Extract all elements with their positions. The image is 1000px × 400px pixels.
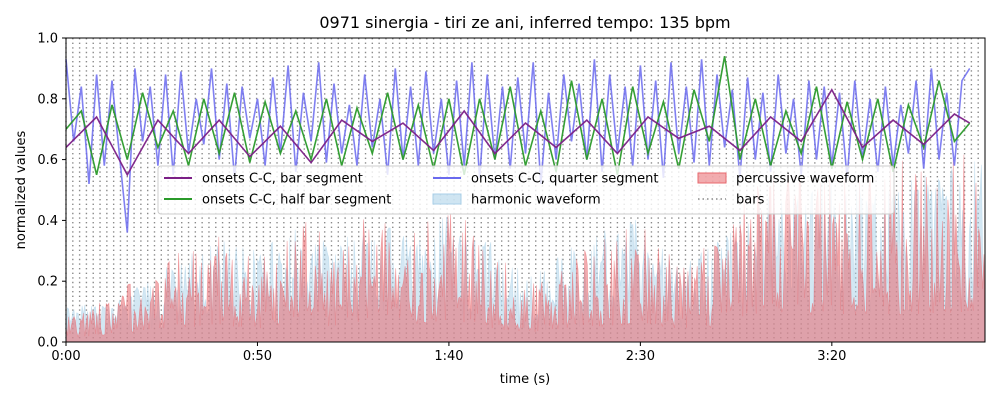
onsets-c-c-half-bar-segment-line (65, 56, 971, 175)
legend-item: onsets C-C, bar segment (164, 172, 363, 187)
y-tick-label: 1.0 (37, 32, 58, 47)
legend-item: harmonic waveform (432, 193, 601, 208)
legend-label: bars (736, 193, 765, 208)
legend-item: onsets C-C, quarter segment (433, 172, 658, 187)
onsets-c-c-quarter-segment-line (65, 59, 971, 233)
legend-item: onsets C-C, half bar segment (164, 193, 391, 208)
percussive-waveform-area (65, 154, 986, 343)
x-tick-label: 0:50 (243, 349, 272, 364)
x-tick-label: 0:00 (51, 349, 80, 364)
plot-area (65, 38, 986, 343)
legend-label: percussive waveform (736, 172, 874, 187)
legend-swatch (697, 172, 727, 184)
y-tick-label: 0.0 (37, 336, 58, 351)
x-axis-ticks: 0:00 0:50 1:40 2:30 3:20 (51, 342, 846, 364)
x-tick-label: 2:30 (626, 349, 655, 364)
onset-lines-layer (65, 56, 971, 233)
x-tick-label: 1:40 (434, 349, 463, 364)
y-axis-label: normalized values (14, 130, 29, 249)
legend-item: percussive waveform (697, 172, 874, 187)
legend: onsets C-C, bar segment onsets C-C, half … (157, 165, 895, 215)
y-axis-ticks: 0.0 0.2 0.4 0.6 0.8 1.0 (37, 32, 66, 351)
onsets-c-c-bar-segment-line (65, 88, 971, 177)
plot-frame (65, 37, 986, 343)
legend-label: onsets C-C, half bar segment (202, 193, 391, 208)
y-tick-label: 0.6 (37, 153, 58, 168)
legend-label: onsets C-C, quarter segment (471, 172, 658, 187)
y-tick-label: 0.8 (37, 92, 58, 107)
x-axis-label: time (s) (500, 372, 550, 387)
legend-item: bars (698, 193, 765, 208)
legend-label: harmonic waveform (471, 193, 601, 208)
y-tick-label: 0.2 (37, 275, 58, 290)
legend-label: onsets C-C, bar segment (202, 172, 363, 187)
percussive-waveform-layer (65, 154, 986, 343)
legend-swatch (432, 193, 462, 205)
y-tick-label: 0.4 (37, 214, 58, 229)
chart-title: 0971 sinergia - tiri ze ani, inferred te… (319, 13, 730, 32)
x-tick-label: 3:20 (817, 349, 846, 364)
